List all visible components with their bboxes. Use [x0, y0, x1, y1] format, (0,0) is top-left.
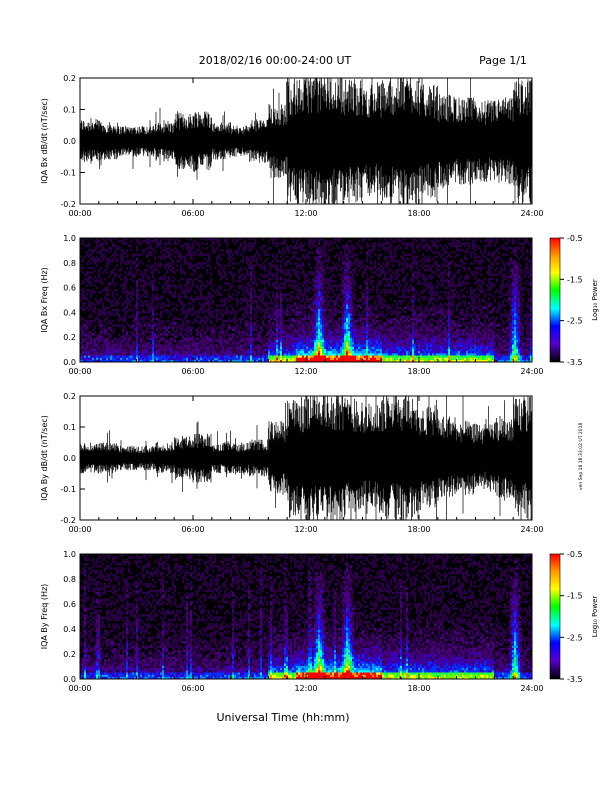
y-tick-label: 0.0	[63, 454, 76, 463]
colorbar-bottom: -0.5 -1.5 -2.5 -3.5 Log₁₀ Power	[549, 550, 599, 684]
colorbar-gradient	[549, 237, 561, 363]
y-tick-label: 0.2	[63, 650, 76, 659]
y-axis-label: IQA By Freq (Hz)	[40, 584, 49, 650]
y-tick-label: 0.4	[63, 625, 76, 634]
x-tick-label: 12:00	[294, 209, 317, 218]
page-indicator: Page 1/1	[479, 54, 527, 67]
bx-dbdt-panel: 00:00 06:00 12:00 18:00 24:00 0.2 0.1 0.0 -0.1 -0…	[40, 74, 544, 218]
x-tick-label: 12:00	[294, 367, 317, 376]
x-tick-label: 06:00	[181, 367, 204, 376]
date-range-title: 2018/02/16 00:00-24:00 UT	[199, 54, 352, 67]
bx-spectrogram-panel: 00:00 06:00 12:00 18:00 24:00 1.0 0.8 0.6 0.4 0.2…	[40, 234, 544, 376]
y-tick-label: 0.2	[63, 392, 76, 401]
xaxis-title: Universal Time (hh:mm)	[217, 711, 350, 724]
y-tick-label: 0.0	[63, 675, 76, 684]
y-tick-label: -0.1	[60, 169, 76, 178]
colorbar-tick-label: -1.5	[567, 275, 583, 284]
x-tick-label: 24:00	[520, 367, 543, 376]
colorbar-tick-label: -0.5	[567, 234, 583, 243]
colorbar-tick-label: -3.5	[567, 675, 583, 684]
y-axis-label: IQA Bx Freq (Hz)	[40, 267, 49, 333]
x-tick-label: 12:00	[294, 525, 317, 534]
y-tick-label: -0.2	[60, 200, 76, 209]
x-tick-label: 18:00	[407, 525, 430, 534]
y-tick-label: 1.0	[63, 550, 76, 559]
y-axis-label: IQA By dB/dt (nT/sec)	[40, 415, 49, 501]
colorbar-tick-label: -0.5	[567, 550, 583, 559]
x-tick-label: 24:00	[520, 209, 543, 218]
spectrogram-cells	[80, 554, 533, 680]
colorbar-tick-label: -1.5	[567, 592, 583, 601]
y-tick-label: 0.6	[63, 600, 76, 609]
x-tick-label: 12:00	[294, 684, 317, 693]
colorbar-tick-label: -2.5	[567, 317, 583, 326]
dbdt-trace	[80, 396, 532, 520]
x-tick-label: 00:00	[68, 684, 91, 693]
colorbar-label: Log₁₀ Power	[591, 279, 599, 321]
x-tick-label: 18:00	[407, 209, 430, 218]
spectrogram-cells	[80, 238, 533, 363]
colorbar-label: Log₁₀ Power	[591, 596, 599, 638]
x-tick-label: 18:00	[407, 684, 430, 693]
colorbar-tick-label: -2.5	[567, 633, 583, 642]
x-tick-label: 24:00	[520, 525, 543, 534]
dbdt-trace	[80, 78, 532, 204]
y-tick-label: 0.2	[63, 333, 76, 342]
y-tick-label: -0.2	[60, 516, 76, 525]
x-tick-label: 06:00	[181, 525, 204, 534]
x-tick-label: 00:00	[68, 367, 91, 376]
y-tick-label: 0.1	[63, 423, 76, 432]
y-tick-label: 0.1	[63, 106, 76, 115]
colorbar-gradient	[549, 553, 561, 680]
x-tick-label: 06:00	[181, 209, 204, 218]
x-tick-label: 18:00	[407, 367, 430, 376]
y-axis-label: IQA Bx dB/dt (nT/sec)	[40, 98, 49, 184]
y-tick-label: 0.6	[63, 284, 76, 293]
x-tick-label: 06:00	[181, 684, 204, 693]
y-tick-label: 0.8	[63, 259, 76, 268]
y-tick-label: 0.2	[63, 74, 76, 83]
colorbar-tick-label: -3.5	[567, 358, 583, 367]
y-tick-label: -0.1	[60, 485, 76, 494]
x-tick-label: 24:00	[520, 684, 543, 693]
y-tick-label: 0.0	[63, 137, 76, 146]
y-tick-label: 0.8	[63, 575, 76, 584]
side-timestamp: ven Sep 18 18:33:02 UT 2018	[578, 423, 584, 490]
y-tick-label: 0.0	[63, 358, 76, 367]
x-tick-label: 00:00	[68, 525, 91, 534]
by-dbdt-panel: 00:00 06:00 12:00 18:00 24:00 0.2 0.1 0.0 -0.1 -0…	[40, 392, 544, 534]
colorbar-top: -0.5 -1.5 -2.5 -3.5 Log₁₀ Power	[549, 234, 599, 367]
y-tick-label: 1.0	[63, 234, 76, 243]
y-tick-label: 0.4	[63, 308, 76, 317]
by-spectrogram-panel: 00:00 06:00 12:00 18:00 24:00 1.0 0.8 0.6 0.4 0.2…	[40, 550, 544, 693]
x-tick-label: 00:00	[68, 209, 91, 218]
